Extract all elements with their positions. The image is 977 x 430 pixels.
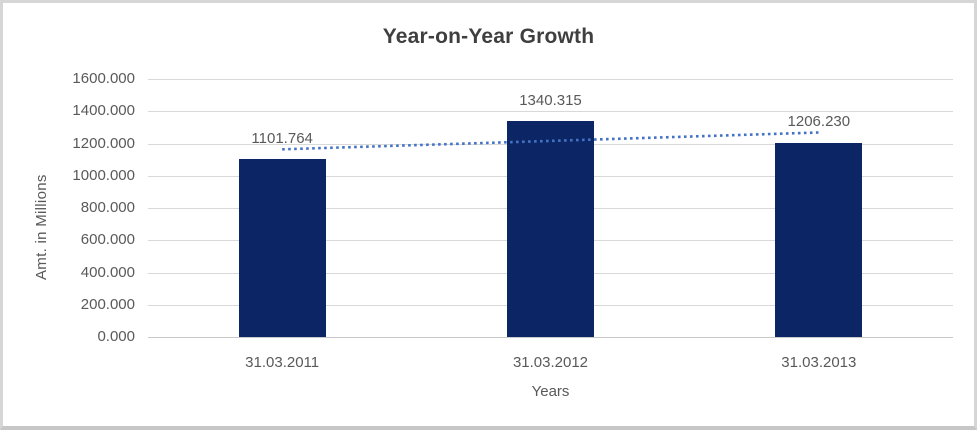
y-tick-label: 1200.000 <box>72 134 135 152</box>
bar-data-label: 1101.764 <box>251 130 313 148</box>
y-tick-label: 600.000 <box>80 231 135 249</box>
x-tick-label: 31.03.2011 <box>245 354 320 371</box>
x-axis-tick-labels: 31.03.2011 31.03.2012 31.03.2013 <box>148 353 953 373</box>
bar-data-label: 1340.315 <box>519 91 582 109</box>
y-tick-label: 1600.000 <box>72 70 135 87</box>
gridline <box>148 337 953 338</box>
y-axis-tick-labels: 1600.000 1400.000 1200.000 1000.000 800.000 6… <box>3 70 135 345</box>
bar-31.03.2012 <box>507 120 594 337</box>
y-tick-label: 400.000 <box>80 263 135 281</box>
bar-data-label: 1206.230 <box>787 113 851 131</box>
plot-area: 1101.764 1340.315 1206.230 <box>148 79 953 338</box>
trendline <box>282 131 819 151</box>
gridline <box>148 111 953 113</box>
y-tick-label: 800.000 <box>80 199 135 216</box>
y-tick-label: 1400.000 <box>72 102 135 120</box>
x-axis-title: Years <box>531 383 570 400</box>
trendline-path <box>282 131 819 151</box>
x-tick-label: 31.03.2013 <box>781 354 857 371</box>
chart-title: Year-on-Year Growth <box>382 25 595 48</box>
x-tick-label: 31.03.2012 <box>512 354 589 371</box>
bar-31.03.2011 <box>238 159 326 337</box>
y-tick-label: 1000.000 <box>72 166 135 184</box>
gridline <box>148 79 953 80</box>
y-tick-label: 200.000 <box>80 295 135 313</box>
bar-31.03.2013 <box>775 142 863 337</box>
y-tick-label: 0.000 <box>97 328 135 345</box>
